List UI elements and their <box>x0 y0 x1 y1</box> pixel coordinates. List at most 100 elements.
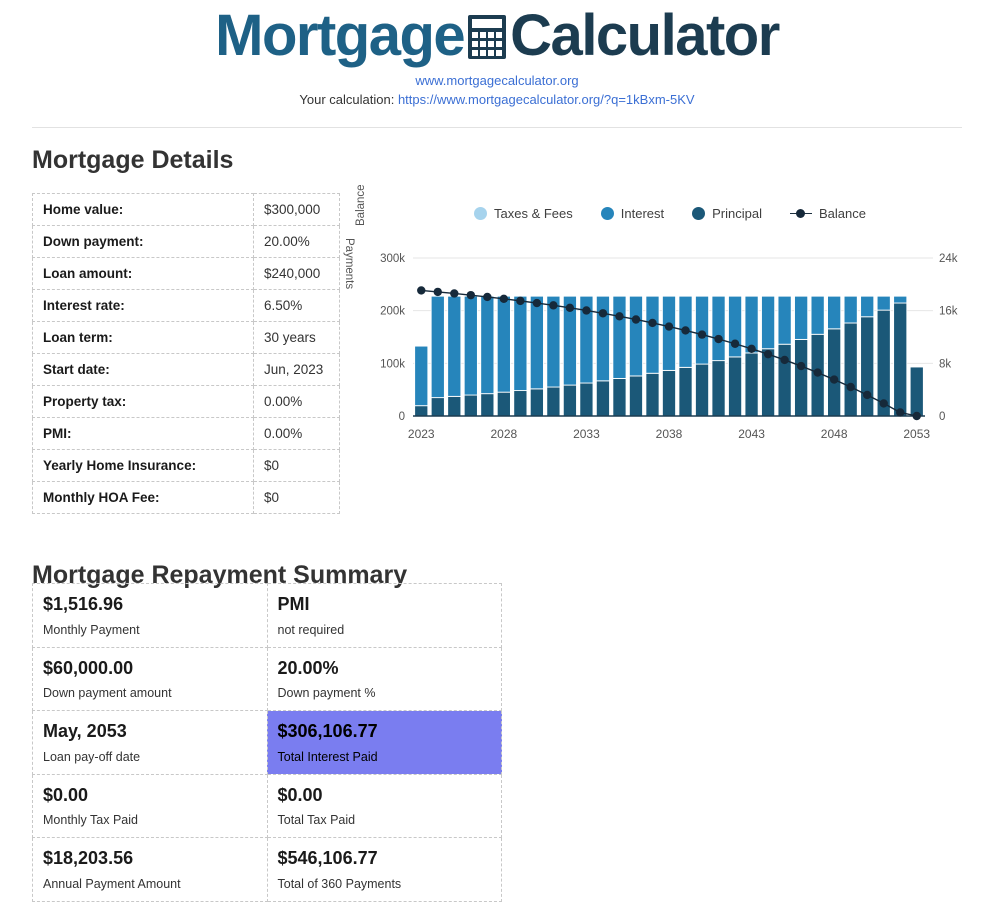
summary-value: PMI <box>277 594 310 614</box>
table-row: $0.00 Monthly Tax Paid $0.00 Total Tax P… <box>32 773 502 838</box>
summary-cell-payoff-date: May, 2053 Loan pay-off date <box>32 710 268 775</box>
chart-bar-segment <box>496 391 511 417</box>
chart-bar-segment <box>595 295 610 382</box>
chart-bar-segment <box>827 295 842 330</box>
chart-bar-segment <box>546 386 561 417</box>
chart-y-tick-label: 0 <box>399 411 405 423</box>
chart-balance-point <box>879 399 888 408</box>
chart-bar-segment <box>761 348 776 417</box>
detail-label: Start date: <box>32 353 254 386</box>
chart-balance-point <box>846 382 855 392</box>
chart-y-axis-title: Balance <box>355 184 367 226</box>
chart-balance-point <box>648 318 657 328</box>
chart-bar-segment <box>546 295 561 388</box>
chart-balance-point <box>582 306 591 315</box>
chart-bar-segment <box>794 295 809 340</box>
chart-balance-point <box>829 375 839 384</box>
chart-balance-point <box>516 296 525 306</box>
repayment-summary-table: $1,516.96 Monthly Payment PMI not requir… <box>32 583 502 902</box>
chart-bar-segment <box>628 295 644 377</box>
table-row: Interest rate: 6.50% <box>32 289 340 322</box>
legend-label: Interest <box>620 205 665 221</box>
legend-swatch-taxes-fees <box>474 206 488 220</box>
chart-bar-segment <box>645 372 660 417</box>
chart-x-tick-label: 2023 <box>408 427 435 441</box>
detail-value: 0.00% <box>253 417 340 450</box>
chart-bar-segment <box>827 328 842 417</box>
chart-bar-segment <box>810 295 825 335</box>
table-row: Yearly Home Insurance: $0 <box>32 449 340 482</box>
legend-swatch-interest <box>600 206 614 220</box>
chart-balance-point <box>615 312 624 321</box>
summary-value: $0.00 <box>43 784 89 805</box>
calculation-label: Your calculation: <box>299 91 395 107</box>
chart-bar-segment <box>414 345 429 407</box>
chart-x-tick-label: 2048 <box>821 427 848 441</box>
summary-cell-pmi: PMI not required <box>266 583 502 648</box>
summary-label: Down payment % <box>277 686 376 700</box>
chart-bar-segment <box>728 356 743 417</box>
amortization-chart: Taxes & Fees Interest Principal Balance … <box>343 184 985 441</box>
summary-value: $0.00 <box>277 784 323 805</box>
chart-balance-point <box>912 411 921 421</box>
chart-bar-segment <box>628 375 644 417</box>
chart-bar-segment <box>480 393 495 417</box>
chart-balance-point <box>549 301 558 310</box>
summary-cell-down-payment-amount: $60,000.00 Down payment amount <box>32 646 268 711</box>
summary-cell-annual-payment-amount: $18,203.56 Annual Payment Amount <box>32 837 268 902</box>
chart-bar-segment <box>744 295 759 354</box>
chart-balance-point <box>499 294 509 304</box>
summary-label: Down payment amount <box>43 686 172 700</box>
summary-value: $18,203.56 <box>43 848 134 868</box>
detail-value: 6.50% <box>253 289 340 322</box>
chart-balance-point <box>664 322 674 331</box>
site-url[interactable]: www.mortgagecalculator.org <box>415 72 579 88</box>
chart-balance-point <box>763 349 773 359</box>
detail-value: $240,000 <box>253 257 340 290</box>
detail-value: 0.00% <box>253 385 340 418</box>
chart-balance-point <box>598 309 608 318</box>
chart-x-tick-label: 2053 <box>903 427 930 441</box>
summary-label: Total Interest Paid <box>277 749 378 764</box>
summary-cell-monthly-payment: $1,516.96 Monthly Payment <box>32 583 268 648</box>
chart-y-tick-label: 100k <box>380 358 405 370</box>
chart-balance-point <box>631 315 641 324</box>
detail-value: Jun, 2023 <box>253 353 340 386</box>
repayment-summary-section: $1,516.96 Monthly Payment PMI not requir… <box>32 583 502 902</box>
detail-label: Monthly HOA Fee: <box>32 481 254 514</box>
chart-balance-point <box>483 292 492 302</box>
legend-label: Principal <box>712 205 762 221</box>
chart-bar-segment <box>529 295 544 390</box>
summary-cell-total-tax-paid: $0.00 Total Tax Paid <box>266 773 502 838</box>
table-row: Monthly HOA Fee: $0 <box>32 481 340 514</box>
chart-balance-point <box>466 290 476 300</box>
chart-bar-segment <box>909 366 924 417</box>
table-row: Loan amount: $240,000 <box>32 257 340 290</box>
chart-bar-segment <box>447 395 462 417</box>
chart-balance-point <box>565 303 575 313</box>
chart-y2-tick-label: 16k <box>939 306 958 318</box>
chart-bar-segment <box>579 382 594 417</box>
legend-item-principal[interactable]: Principal <box>692 206 762 221</box>
legend-item-interest[interactable]: Interest <box>600 205 665 221</box>
chart-bar-segment <box>612 295 627 379</box>
table-row: Home value: $300,000 <box>32 193 340 226</box>
summary-value: $546,106.77 <box>277 848 378 868</box>
summary-cell-total-of-payments: $546,106.77 Total of 360 Payments <box>266 837 502 902</box>
chart-bar-segment <box>414 405 429 417</box>
chart-balance-point <box>433 287 442 297</box>
chart-bar-segment <box>447 295 462 397</box>
detail-label: Property tax: <box>32 385 254 418</box>
legend-item-balance[interactable]: Balance <box>790 206 866 221</box>
chart-bar-segment <box>430 397 445 417</box>
chart-y-tick-label: 300k <box>380 253 405 265</box>
detail-label: PMI: <box>32 417 254 450</box>
legend-swatch-principal <box>692 206 706 220</box>
legend-item-taxes-fees[interactable]: Taxes & Fees <box>474 206 573 221</box>
summary-cell-total-interest-paid[interactable]: $306,106.77 Total Interest Paid <box>266 710 502 775</box>
chart-bar-segment <box>694 363 710 417</box>
summary-cell-down-payment-percent: 20.00% Down payment % <box>266 646 502 711</box>
calculation-url-link[interactable]: https://www.mortgagecalculator.org/?q=1k… <box>397 91 695 107</box>
summary-label: Total of 360 Payments <box>277 876 402 891</box>
